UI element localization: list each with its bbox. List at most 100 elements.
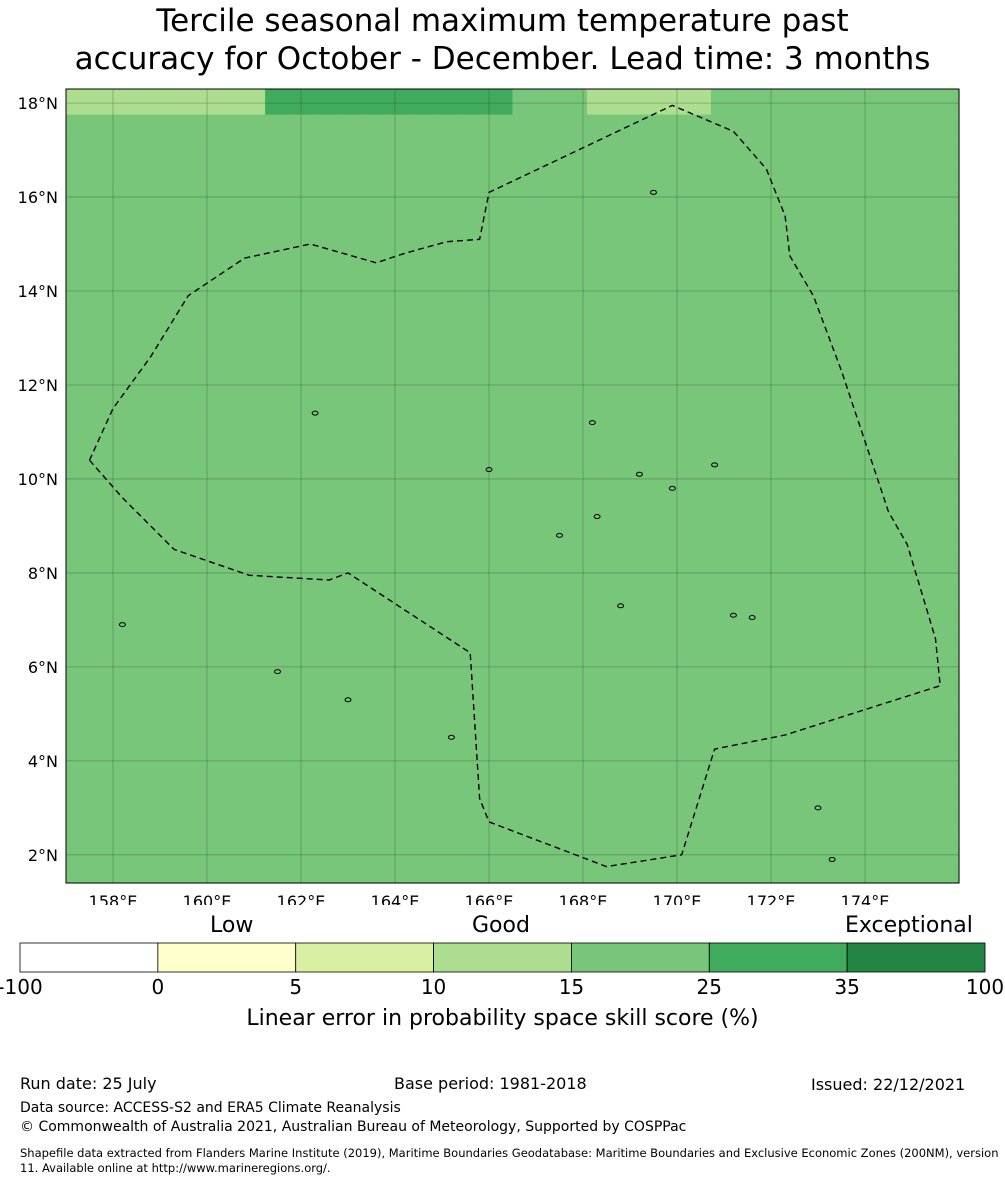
skill-cell bbox=[115, 89, 142, 116]
skill-cell bbox=[338, 293, 365, 321]
skill-cell bbox=[388, 447, 414, 474]
skill-cell bbox=[884, 217, 910, 244]
skill-cell bbox=[760, 140, 786, 167]
skill-cell bbox=[661, 191, 687, 218]
latitude-label: 10°N bbox=[18, 470, 58, 489]
skill-cell bbox=[512, 831, 538, 858]
skill-cell bbox=[388, 601, 414, 628]
skill-cell bbox=[537, 729, 563, 756]
skill-cell bbox=[834, 396, 861, 423]
colorbar-bin bbox=[19, 942, 159, 973]
skill-cell bbox=[66, 729, 92, 756]
skill-cell bbox=[686, 140, 712, 167]
skill-cell bbox=[190, 498, 216, 526]
skill-cell bbox=[165, 857, 191, 884]
skill-cell bbox=[636, 857, 662, 884]
skill-cell bbox=[363, 729, 390, 756]
skill-cell bbox=[66, 345, 92, 372]
skill-cell bbox=[413, 242, 439, 269]
island-outline bbox=[344, 697, 352, 703]
skill-cell bbox=[140, 89, 166, 116]
skill-cell bbox=[66, 498, 92, 526]
skill-cell bbox=[834, 140, 861, 167]
skill-cell bbox=[264, 498, 290, 526]
skill-cell bbox=[710, 575, 737, 602]
skill-cell bbox=[735, 421, 762, 449]
skill-cell bbox=[487, 857, 514, 884]
skill-cell bbox=[289, 831, 315, 858]
skill-cell bbox=[859, 575, 886, 602]
colorbar-bin bbox=[708, 942, 848, 973]
skill-cell bbox=[611, 780, 638, 807]
skill-cell bbox=[586, 601, 613, 628]
skill-cell bbox=[686, 473, 712, 500]
skill-cell bbox=[834, 806, 861, 833]
skill-cell bbox=[438, 780, 464, 807]
skill-cell bbox=[190, 140, 216, 167]
skill-cell bbox=[859, 293, 886, 321]
skill-cell bbox=[462, 165, 489, 193]
skill-cell bbox=[462, 191, 489, 218]
skill-cell bbox=[413, 831, 439, 858]
skill-cell bbox=[934, 754, 960, 782]
skill-cell bbox=[760, 396, 786, 423]
skill-cell bbox=[586, 626, 613, 654]
skill-cell bbox=[462, 678, 489, 705]
skill-cell bbox=[388, 754, 414, 782]
skill-cell bbox=[909, 319, 935, 346]
skill-cell bbox=[165, 140, 191, 167]
skill-cell bbox=[239, 754, 266, 782]
skill-cell bbox=[388, 293, 414, 321]
skill-cell bbox=[239, 242, 266, 269]
skill-cell bbox=[190, 345, 216, 372]
skill-cell bbox=[140, 242, 166, 269]
skill-cell bbox=[661, 626, 687, 654]
skill-cell bbox=[611, 652, 638, 679]
skill-cell bbox=[859, 242, 886, 269]
skill-cell bbox=[438, 524, 464, 551]
skill-cell bbox=[636, 575, 662, 602]
skill-cell bbox=[289, 652, 315, 679]
skill-cell bbox=[190, 396, 216, 423]
skill-cell bbox=[90, 319, 117, 346]
skill-cell bbox=[636, 703, 662, 730]
skill-cell bbox=[363, 524, 390, 551]
skill-cell bbox=[884, 140, 910, 167]
skill-cell bbox=[190, 524, 216, 551]
skill-cell bbox=[859, 421, 886, 449]
skill-cell bbox=[140, 370, 166, 397]
skill-cell bbox=[66, 550, 92, 577]
skill-cell bbox=[760, 268, 786, 295]
skill-cell bbox=[239, 370, 266, 397]
skill-cell bbox=[314, 601, 340, 628]
skill-cell bbox=[934, 473, 960, 500]
skill-cell bbox=[338, 729, 365, 756]
skill-cell bbox=[611, 421, 638, 449]
skill-cell bbox=[264, 319, 290, 346]
skill-cell bbox=[190, 319, 216, 346]
skill-cell bbox=[785, 165, 811, 193]
skill-cell bbox=[512, 703, 538, 730]
skill-cell bbox=[859, 601, 886, 628]
skill-cell bbox=[90, 140, 117, 167]
skill-cell bbox=[611, 293, 638, 321]
skill-cell bbox=[90, 678, 117, 705]
skill-cell bbox=[686, 754, 712, 782]
skill-cell bbox=[413, 140, 439, 167]
skill-cell bbox=[834, 165, 861, 193]
latitude-label: 6°N bbox=[28, 658, 58, 677]
skill-cell bbox=[760, 421, 786, 449]
skill-cell bbox=[438, 396, 464, 423]
skill-cell bbox=[537, 601, 563, 628]
skill-cell bbox=[686, 242, 712, 269]
skill-cell bbox=[487, 370, 514, 397]
skill-cell bbox=[512, 345, 538, 372]
skill-cell bbox=[314, 652, 340, 679]
skill-cell bbox=[413, 524, 439, 551]
skill-cell bbox=[363, 473, 390, 500]
skill-cell bbox=[388, 729, 414, 756]
skill-cell bbox=[388, 370, 414, 397]
skill-cell bbox=[239, 703, 266, 730]
skill-cell bbox=[537, 345, 563, 372]
map-title: Tercile seasonal maximum temperature pas… bbox=[0, 2, 1005, 78]
